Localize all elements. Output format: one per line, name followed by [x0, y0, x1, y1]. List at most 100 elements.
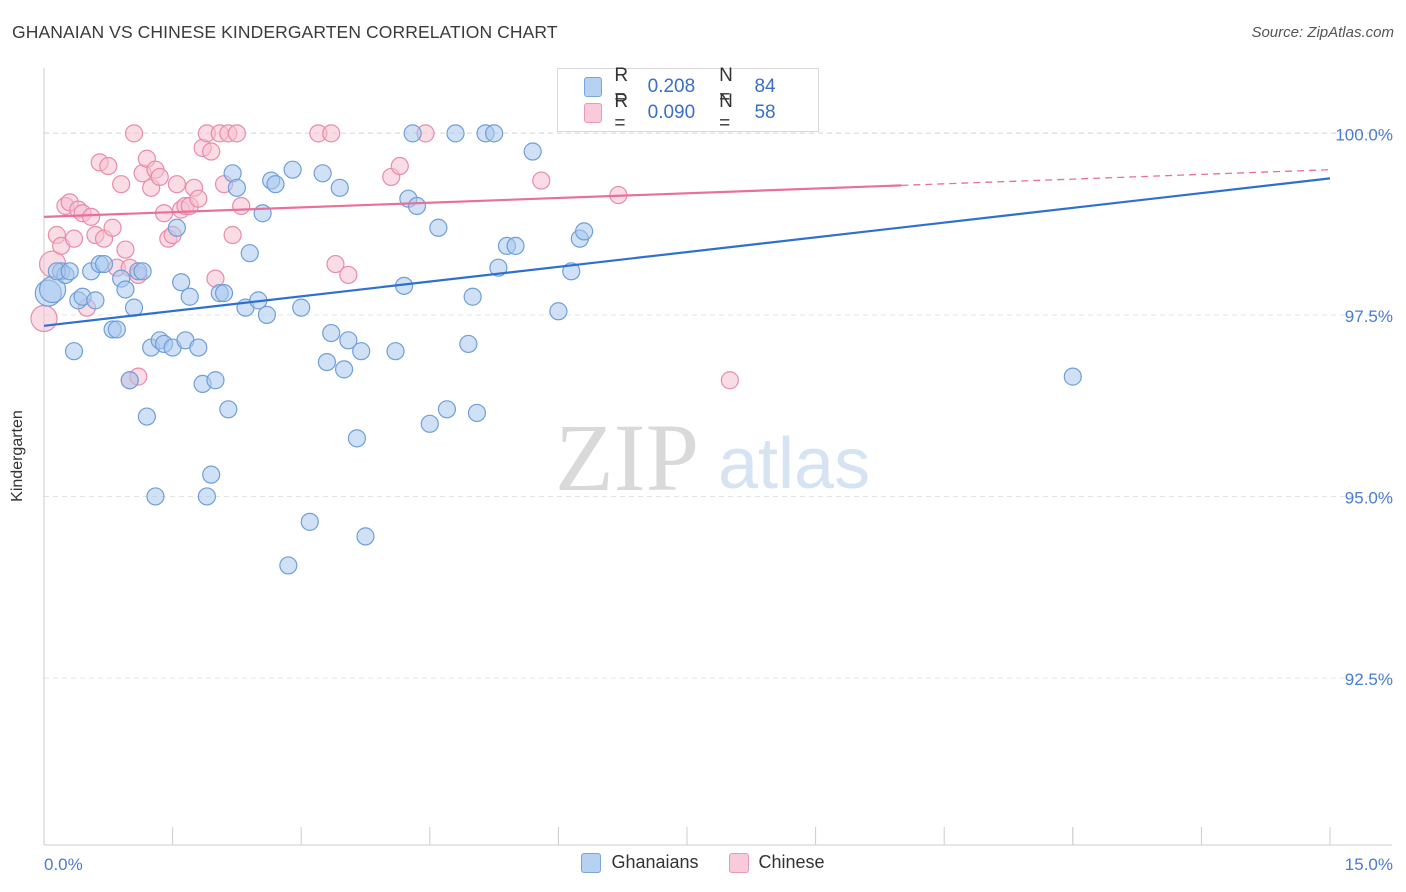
ghanaian-point — [257, 305, 277, 324]
x-tick-label: 0.0% — [44, 855, 83, 874]
ghanaian-point — [459, 334, 478, 354]
correlation-legend: R = 0.208 N = 84 R = 0.090 N = 58 — [557, 65, 819, 134]
ghanaian-point — [172, 273, 191, 292]
ghanaian-point — [219, 400, 238, 419]
ghanaian-point — [420, 414, 439, 433]
trend-line-chinese — [43, 184, 902, 218]
chinese-point — [64, 229, 84, 248]
ghanaian-point — [429, 218, 448, 237]
ghanaian-point — [86, 291, 105, 310]
chinese-point — [112, 175, 131, 194]
chinese-point — [223, 225, 242, 245]
legend-item-ghanaians[interactable]: Ghanaians — [581, 852, 699, 873]
tick-labels: 100.0% 97.5% 95.0% 92.5% 0.0% 15.0% — [44, 125, 1393, 874]
legend-item-chinese[interactable]: Chinese — [728, 852, 825, 873]
ghanaian-point — [107, 320, 126, 339]
ghanaian-point — [202, 465, 221, 484]
ghanaians-swatch — [581, 852, 602, 873]
chinese-point — [720, 371, 739, 390]
legend-label-chinese: Chinese — [758, 852, 825, 872]
watermark-zip: ZIP — [555, 404, 699, 511]
ghanaian-point — [322, 323, 341, 343]
watermark-atlas: atlas — [718, 424, 870, 504]
ghanaian-point — [167, 218, 186, 237]
ghanaian-point — [124, 298, 144, 317]
ghanaian-point — [64, 342, 84, 361]
ghanaian-point — [549, 302, 568, 321]
chinese-point — [189, 189, 208, 208]
ghanaian-point — [266, 175, 285, 194]
ghanaian-point — [279, 556, 298, 575]
ghanaian-point — [437, 400, 457, 419]
chart-title: GHANAIAN VS CHINESE KINDERGARTEN CORRELA… — [12, 22, 558, 42]
y-tick-label: 97.5% — [1345, 307, 1393, 326]
ghanaian-point — [120, 371, 139, 390]
chinese-point — [82, 207, 101, 226]
ghanaians-swatch — [584, 77, 603, 97]
n-value: 84 — [754, 76, 776, 97]
ghanaian-point — [562, 262, 581, 281]
ghanaian-point — [253, 204, 272, 223]
chinese-point — [30, 304, 58, 333]
series-legend: Ghanaians Chinese — [0, 852, 1406, 873]
x-tick-label: 15.0% — [1345, 855, 1393, 874]
ghanaian-point — [407, 196, 427, 216]
y-tick-label: 100.0% — [1335, 125, 1393, 144]
chinese-point — [322, 124, 341, 143]
ghanaian-point — [1063, 367, 1082, 386]
ghanaian-point — [240, 244, 259, 263]
y-tick-label: 92.5% — [1345, 670, 1393, 689]
ghanaian-point — [523, 142, 542, 161]
chinese-point — [124, 124, 144, 143]
ghanaian-point — [356, 527, 375, 546]
ghanaian-point — [506, 236, 525, 256]
ghanaian-point — [180, 287, 199, 306]
ghanaian-point — [60, 262, 79, 281]
source-label: Source: ZipAtlas.com — [1251, 24, 1394, 41]
ghanaian-point — [206, 371, 225, 390]
ghanaian-point — [317, 352, 337, 372]
ghanaian-point — [300, 512, 319, 531]
ghanaian-point — [339, 331, 358, 350]
watermark: ZIP atlas — [555, 404, 870, 511]
y-axis-label: Kindergarten — [9, 410, 26, 502]
ghanaian-point — [94, 254, 114, 274]
ghanaian-point — [386, 342, 405, 361]
ghanaian-point — [116, 280, 135, 299]
chinese-point — [326, 254, 345, 274]
trend-line-ghanaians — [43, 177, 1331, 327]
ghanaian-point — [575, 222, 594, 241]
chinese-point — [116, 240, 135, 259]
ghanaian-point — [137, 407, 156, 426]
chinese-point — [150, 167, 169, 187]
chinese-point — [390, 156, 409, 176]
chinese-point — [103, 218, 122, 237]
chinese-point — [167, 175, 186, 194]
r-value: 0.090 — [647, 102, 696, 123]
chinese-point — [202, 142, 221, 161]
ghanaian-point — [446, 124, 465, 143]
ghanaian-point — [463, 287, 482, 306]
ghanaian-point — [467, 403, 487, 423]
ghanaian-point — [313, 164, 332, 183]
y-tick-label: 95.0% — [1345, 488, 1393, 507]
chinese-point — [227, 124, 246, 143]
ghanaian-point — [347, 429, 367, 448]
legend-label-ghanaians: Ghanaians — [611, 852, 699, 872]
points-layer — [30, 124, 1082, 575]
ghanaian-point — [292, 298, 311, 317]
ghanaian-point — [133, 262, 152, 281]
ghanaian-point — [403, 124, 422, 143]
ghanaian-point — [214, 284, 234, 303]
chinese-point — [339, 265, 358, 285]
r-value: 0.208 — [647, 76, 696, 97]
r-label: R = — [614, 65, 629, 108]
n-label: N = — [719, 65, 733, 108]
ghanaian-point — [330, 178, 349, 197]
grid-layer — [44, 132, 1392, 679]
ghanaian-point — [189, 338, 208, 357]
n-value: 58 — [754, 102, 776, 123]
ghanaian-point — [197, 487, 216, 506]
ghanaian-point — [334, 360, 354, 379]
chinese-point — [532, 171, 551, 190]
